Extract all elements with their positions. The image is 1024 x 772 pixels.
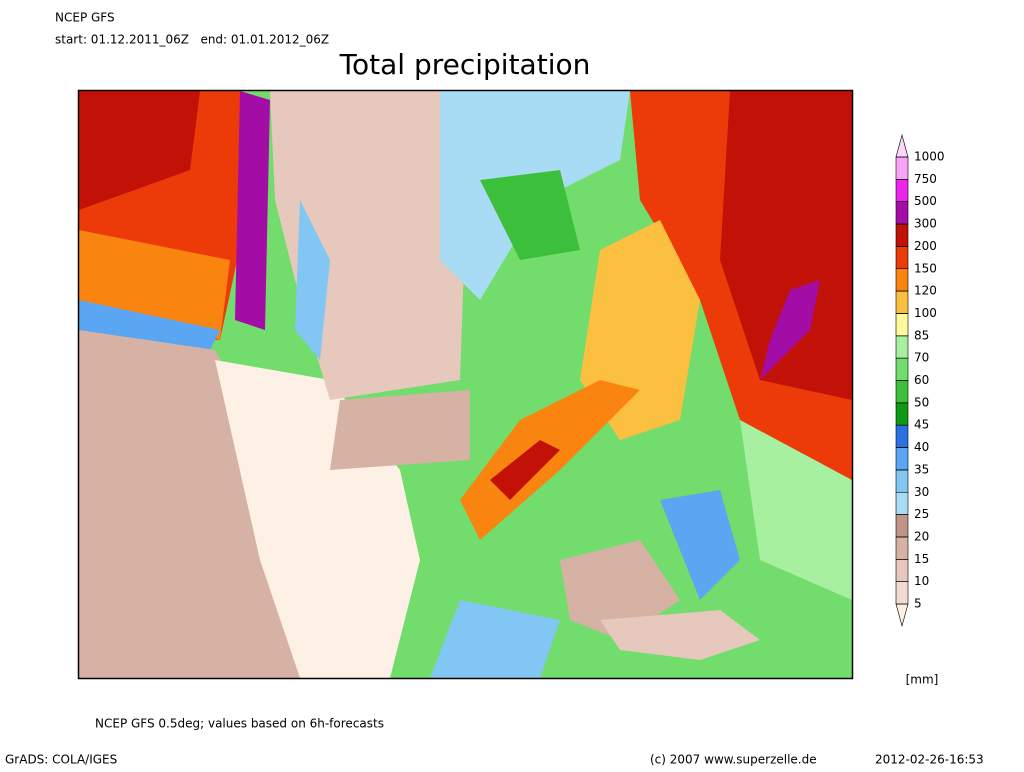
colorbar-segment — [895, 313, 909, 337]
unit-label: [mm] — [906, 673, 939, 687]
colorbar-tick-label: 750 — [914, 172, 937, 186]
colorbar-tick-label: 20 — [914, 529, 929, 543]
colorbar-tick-label: 85 — [914, 328, 929, 342]
colorbar-segment — [895, 223, 909, 247]
model-label: NCEP GFS — [55, 11, 115, 25]
colorbar-tick-label: 30 — [914, 485, 929, 499]
map-frame — [77, 89, 854, 680]
colorbar-tick-label: 70 — [914, 351, 929, 365]
colorbar-segment — [895, 581, 909, 605]
colorbar-segment — [895, 603, 909, 628]
colorbar-segment — [895, 536, 909, 560]
colorbar-tick-label: 120 — [914, 284, 937, 298]
copyright: (c) 2007 www.superzelle.de — [650, 753, 817, 767]
colorbar-tick-label: 100 — [914, 306, 937, 320]
colorbar-tick-label: 60 — [914, 373, 929, 387]
colorbar: 5 10 15 20 25 30 35 40 45 50 60 70 85 100 120 150 200 300… — [895, 133, 945, 628]
period-label: start: 01.12.2011_06Z end: 01.01.2012_06… — [55, 33, 329, 47]
colorbar-tick-label: 1000 — [914, 150, 945, 164]
colorbar-tick-label: 5 — [914, 597, 922, 611]
colorbar-segment — [895, 335, 909, 359]
colorbar-tick-label: 35 — [914, 462, 929, 476]
colorbar-segment — [895, 469, 909, 493]
footer-note: NCEP GFS 0.5deg; values based on 6h-fore… — [95, 717, 384, 731]
colorbar-tick-label: 15 — [914, 552, 929, 566]
software-credit: GrADS: COLA/IGES — [5, 753, 117, 767]
colorbar-tick-label: 50 — [914, 395, 929, 409]
colorbar-segment — [895, 559, 909, 582]
colorbar-tick-label: 40 — [914, 440, 929, 454]
colorbar-segment — [895, 380, 909, 404]
timestamp: 2012-02-26-16:53 — [875, 753, 984, 767]
colorbar-segment — [895, 357, 909, 381]
colorbar-segment — [895, 156, 909, 180]
colorbar-segment — [895, 179, 909, 202]
colorbar-segment — [895, 447, 909, 471]
colorbar-segment — [895, 290, 909, 314]
colorbar-tick-label: 500 — [914, 194, 937, 208]
colorbar-segment — [895, 133, 909, 158]
colorbar-segment — [895, 424, 909, 448]
colorbar-segment — [895, 201, 909, 225]
colorbar-segment — [895, 402, 909, 426]
colorbar-tick-label: 300 — [914, 217, 937, 231]
colorbar-tick-label: 10 — [914, 574, 929, 588]
colorbar-segment — [895, 514, 909, 538]
colorbar-tick-label: 45 — [914, 418, 929, 432]
title: Total precipitation — [339, 48, 591, 81]
colorbar-tick-label: 150 — [914, 261, 937, 275]
colorbar-segment — [895, 268, 909, 292]
precipitation-map — [79, 91, 852, 678]
colorbar-tick-label: 25 — [914, 507, 929, 521]
colorbar-segment — [895, 246, 909, 270]
colorbar-segment — [895, 491, 909, 515]
colorbar-tick-label: 200 — [914, 239, 937, 253]
